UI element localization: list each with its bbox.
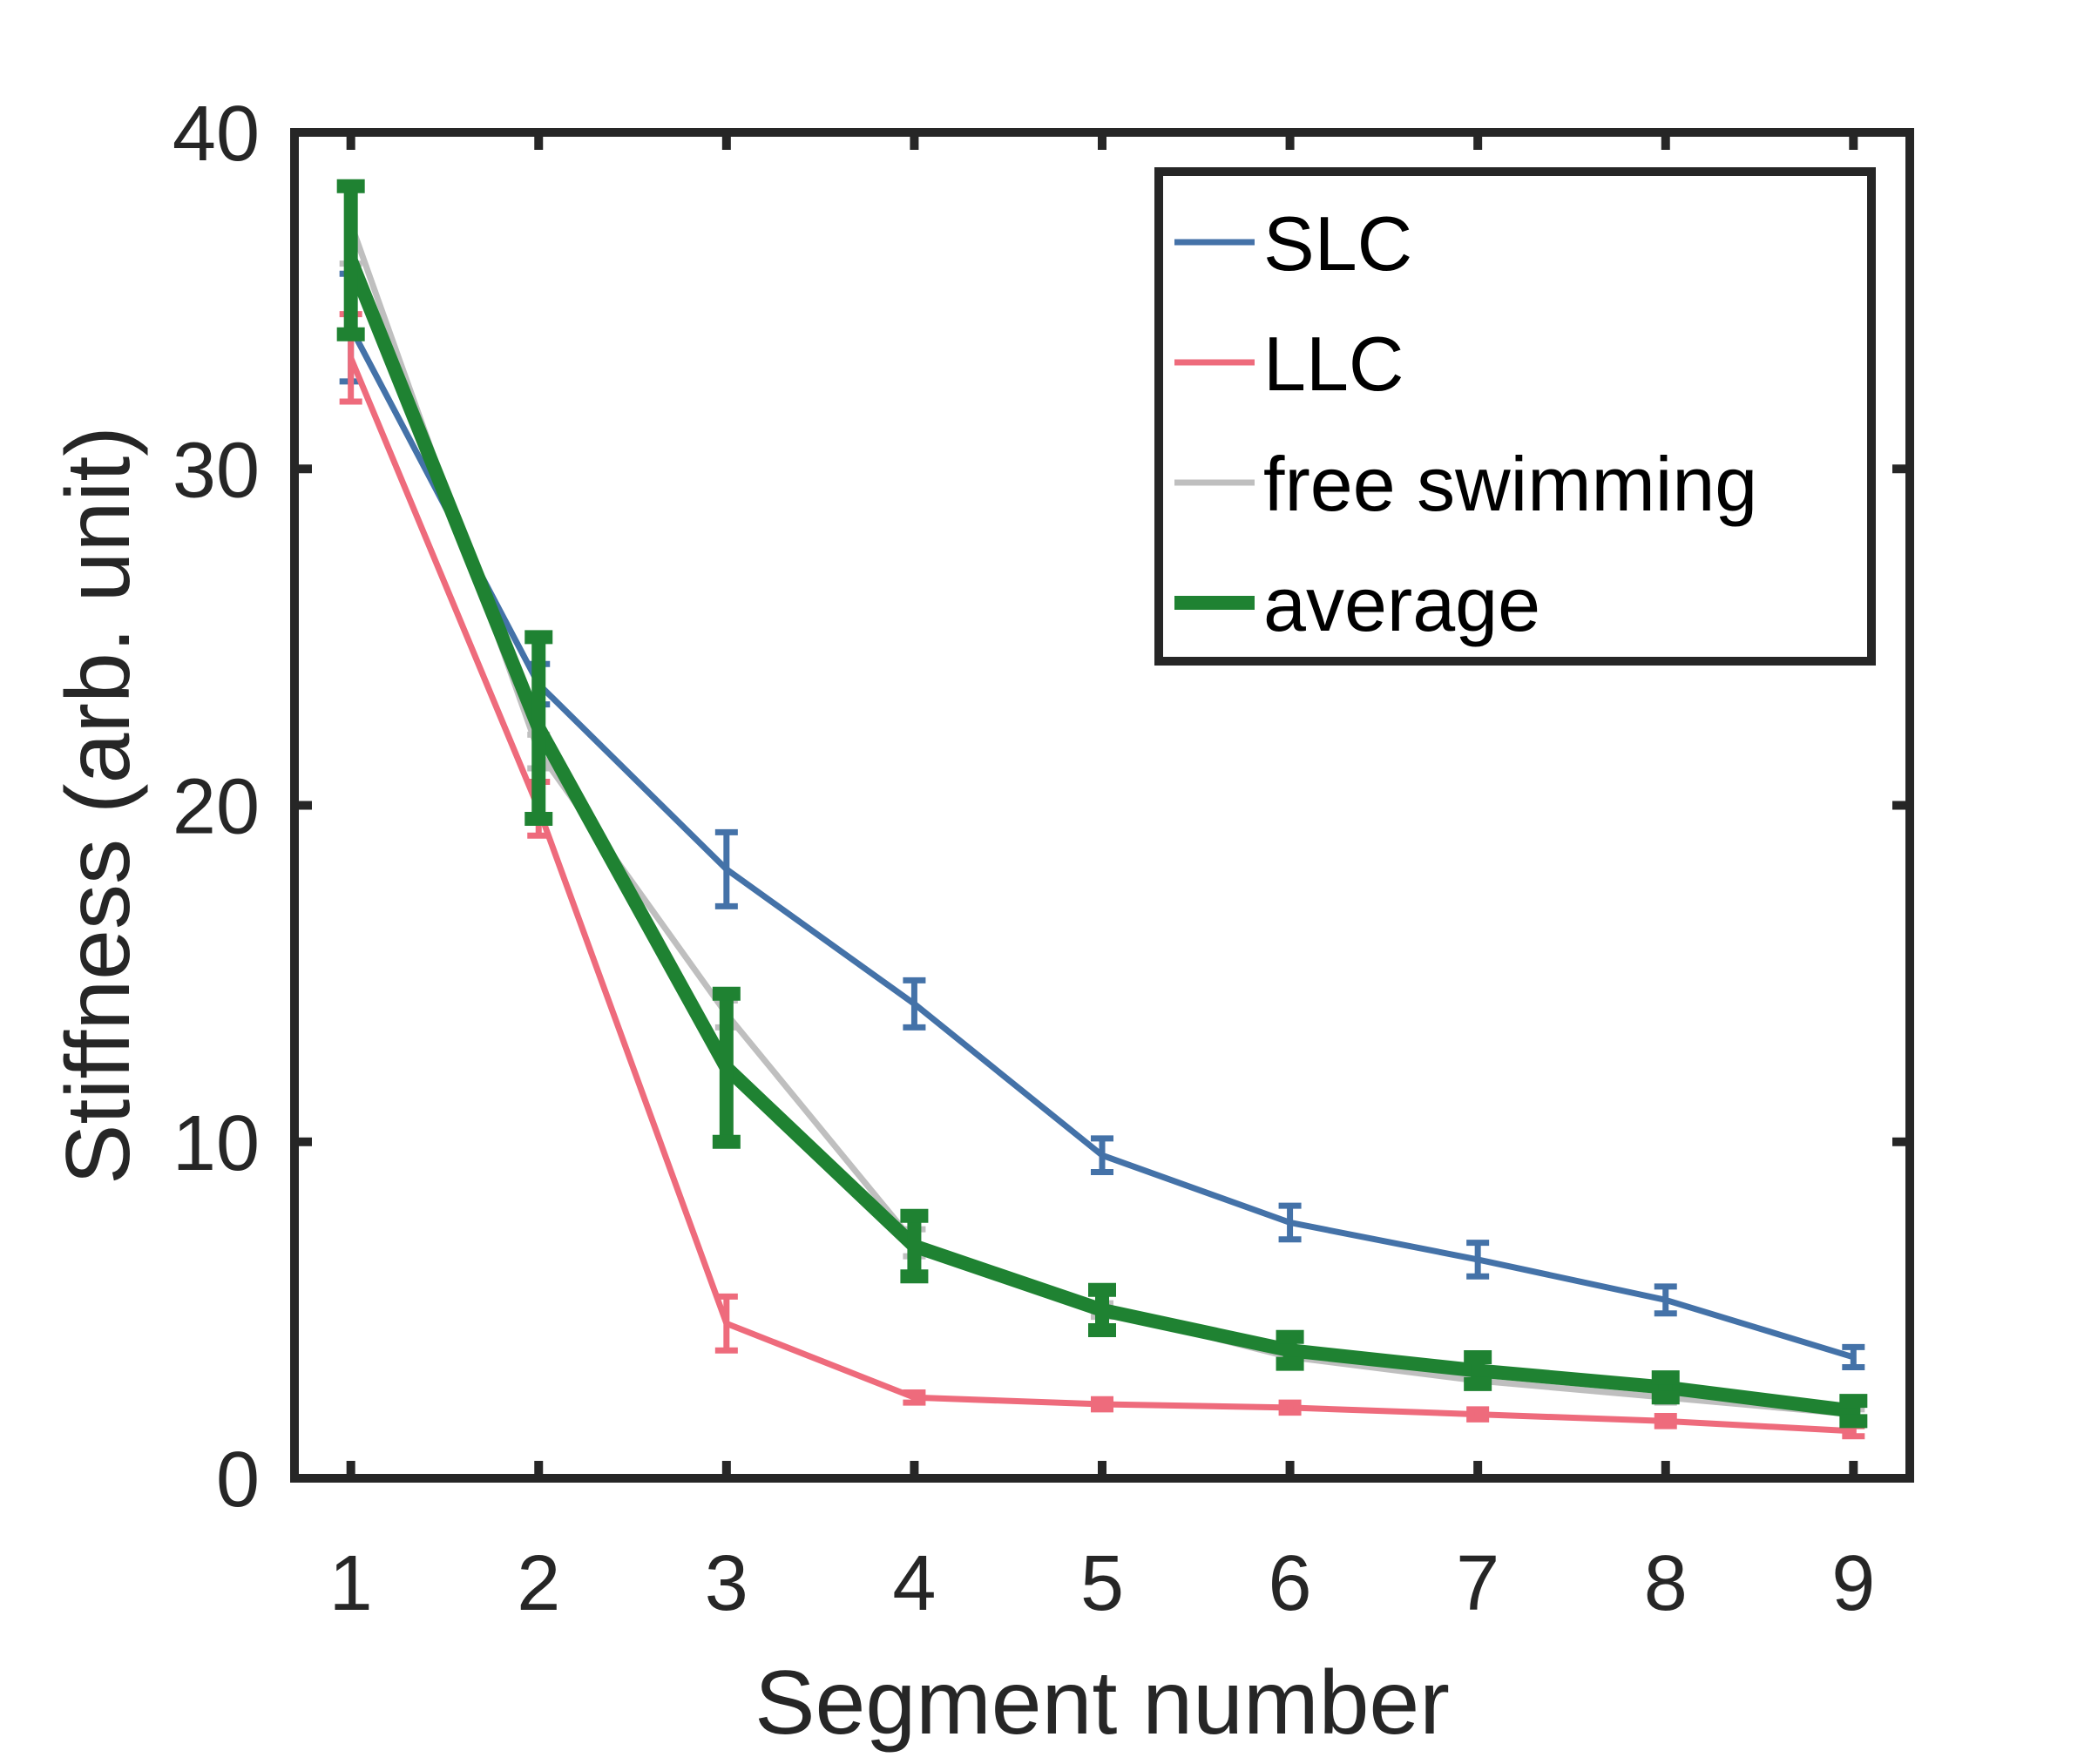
- error-bar: [1464, 1349, 1492, 1391]
- error-bar: [714, 1293, 738, 1354]
- error-bar: [1651, 1370, 1680, 1405]
- y-axis-label: Stiffness (arb. unit): [48, 426, 149, 1185]
- error-bar: [1276, 1329, 1304, 1371]
- x-tick-label: 1: [329, 1540, 373, 1627]
- error-bar: [1466, 1406, 1490, 1423]
- legend-label: LLC: [1263, 321, 1404, 407]
- error-bar: [714, 828, 738, 909]
- error-bar: [1839, 1394, 1868, 1429]
- y-tick-label: 0: [216, 1436, 260, 1524]
- x-axis-label: Segment number: [755, 1652, 1450, 1754]
- legend-box: [1154, 167, 1876, 666]
- error-bar: [900, 1208, 929, 1284]
- y-tick-label: 30: [173, 427, 260, 514]
- x-tick-label: 6: [1269, 1540, 1312, 1627]
- axis-ticks: 1 2 3 4 5 6 7 8 9 0 10 20 30 40: [173, 91, 1910, 1627]
- x-tick-label: 3: [705, 1540, 748, 1627]
- x-tick-label: 8: [1644, 1540, 1688, 1627]
- error-bar: [1654, 1413, 1677, 1429]
- series-average: [336, 179, 1868, 1429]
- legend-label: SLC: [1263, 200, 1412, 287]
- series-layer: [336, 179, 1868, 1440]
- error-bar: [1091, 1135, 1113, 1176]
- error-bar: [1088, 1282, 1116, 1338]
- x-tick-label: 7: [1456, 1540, 1499, 1627]
- y-tick-label: 10: [173, 1100, 260, 1187]
- legend-label: free swimming: [1263, 441, 1757, 527]
- error-bar: [903, 977, 926, 1031]
- error-bar: [1278, 1399, 1302, 1416]
- error-bar: [1278, 1202, 1302, 1243]
- series-SLC: [339, 270, 1865, 1371]
- error-bar: [1842, 1343, 1865, 1371]
- error-bar: [712, 986, 741, 1149]
- error-bar: [1091, 1396, 1113, 1413]
- x-tick-label: 2: [517, 1540, 560, 1627]
- x-tick-label: 4: [892, 1540, 936, 1627]
- x-tick-label: 9: [1831, 1540, 1875, 1627]
- y-tick-label: 40: [173, 91, 260, 178]
- legend-label: average: [1263, 561, 1540, 647]
- error-bar: [903, 1389, 926, 1406]
- y-tick-label: 20: [173, 764, 260, 851]
- x-tick-label: 5: [1080, 1540, 1124, 1627]
- error-bar: [524, 630, 553, 826]
- legend: SLC LLC free swimming average: [1154, 167, 1876, 666]
- error-bar: [1654, 1283, 1677, 1317]
- error-bar: [336, 179, 365, 341]
- error-bar: [1466, 1240, 1490, 1280]
